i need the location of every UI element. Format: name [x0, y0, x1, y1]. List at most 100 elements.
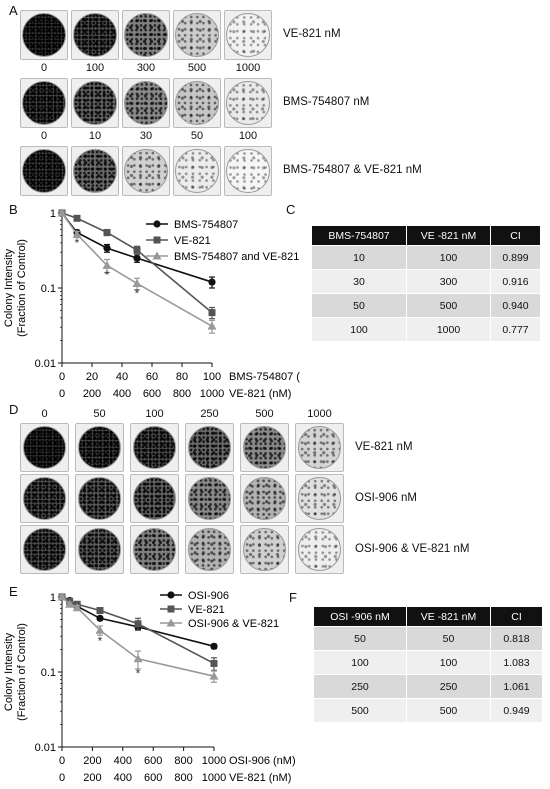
colony-dish: [23, 426, 66, 469]
ci-cell: 30: [311, 269, 407, 294]
row-label: BMS-754807 & VE-821 nM: [283, 164, 422, 176]
x2-tick-label: 0: [59, 388, 65, 400]
ci-cell: 0.940: [490, 293, 541, 318]
colony-dish: [175, 149, 219, 193]
colony-dish: [298, 477, 341, 520]
x2-tick-label: 800: [174, 772, 192, 784]
colony-well: [20, 10, 68, 60]
colony-dish: [124, 149, 168, 193]
data-point: [95, 625, 105, 634]
x2-tick-label: 200: [83, 388, 101, 400]
colony-well: [130, 525, 179, 574]
x-tick-label: 600: [144, 755, 162, 767]
ci-header: CI: [490, 225, 541, 246]
colony-well: [295, 474, 344, 523]
x2-tick-label: 400: [114, 772, 132, 784]
legend-marker: [167, 591, 175, 599]
data-point: [72, 603, 82, 612]
data-point: [210, 659, 218, 667]
data-point: [208, 309, 216, 317]
legend-label: BMS-754807 and VE-821: [174, 251, 299, 263]
colony-well: [20, 146, 68, 196]
panel-letter-c: C: [286, 202, 296, 217]
ci-cell: 0.818: [490, 626, 543, 651]
x2-tick-label: 600: [144, 772, 162, 784]
colony-dish: [22, 81, 66, 125]
x-tick-label: 0: [59, 371, 65, 383]
ci-header: BMS-754807: [311, 225, 407, 246]
colony-dish: [188, 477, 231, 520]
y-tick-label: 0.1: [41, 667, 56, 679]
dose-label: 100: [85, 62, 105, 74]
dose-label: 0: [41, 408, 48, 420]
colony-dish: [73, 81, 117, 125]
ci-cell: 0.777: [490, 317, 541, 342]
colony-dish: [298, 528, 341, 571]
table-row: 50 50 0.818: [313, 626, 543, 651]
colony-well: [20, 78, 68, 128]
chart-e: 10.10.0100200200400400600600800800100010…: [3, 590, 296, 784]
colony-well: [240, 474, 289, 523]
y-axis-label: Colony Intensity: [3, 248, 15, 327]
colony-dish: [133, 528, 176, 571]
x-tick-label: 20: [86, 371, 98, 383]
colony-dish: [22, 13, 66, 57]
dose-label: 0: [40, 62, 48, 74]
dose-label: 100: [238, 130, 258, 142]
data-point: [65, 599, 75, 608]
colony-dish: [124, 81, 168, 125]
x2-tick-label: 200: [83, 772, 101, 784]
data-point: [96, 614, 104, 622]
legend-marker: [166, 618, 176, 627]
legend-label: OSI-906 & VE-821: [188, 618, 279, 630]
dose-label: 0: [40, 130, 48, 142]
colony-dish: [124, 13, 168, 57]
colony-well: [173, 10, 221, 60]
ci-cell: 250: [406, 674, 491, 699]
data-point: [133, 254, 141, 262]
ci-table-c: BMS-754807 VE -821 nM CI 10 100 0.899 30 30…: [311, 225, 541, 342]
table-row: 500 500 0.949: [313, 698, 543, 723]
dose-label: 300: [136, 62, 156, 74]
table-row: 30 300 0.916: [311, 269, 541, 294]
x-tick-label: 1000: [202, 755, 226, 767]
ci-header: CI: [490, 606, 543, 627]
ci-cell: 1000: [406, 317, 491, 342]
y-axis-label: Colony Intensity: [3, 632, 15, 711]
colony-dish: [73, 149, 117, 193]
x-tick-label: 800: [174, 755, 192, 767]
data-point: [73, 214, 81, 222]
row-label: OSI-906 & VE-821 nM: [355, 542, 470, 555]
dose-label: 500: [187, 62, 207, 74]
legend-marker: [167, 605, 175, 613]
colony-well: [240, 423, 289, 472]
colony-well: [71, 78, 119, 128]
y-tick-label: 0.01: [35, 742, 56, 754]
colony-well: [173, 146, 221, 196]
colony-dish: [78, 426, 121, 469]
chart-b: 10.10.0100202004040060600808001001000BMS…: [3, 208, 300, 400]
colony-well: [224, 146, 272, 196]
table-row: 50 500 0.940: [311, 293, 541, 318]
table-row: 250 250 1.061: [313, 674, 543, 699]
x-tick-label: 100: [203, 371, 221, 383]
legend-marker: [153, 236, 161, 244]
panel-letter-a: A: [9, 3, 18, 18]
ci-cell: 0.899: [490, 245, 541, 270]
legend-marker: [153, 220, 161, 228]
panel-letter-b: B: [9, 202, 18, 217]
colony-dish: [78, 477, 121, 520]
dish-row: [20, 78, 275, 128]
row-label: OSI-906 nM: [355, 491, 417, 504]
ci-cell: 500: [313, 698, 407, 723]
x-tick-label: 60: [146, 371, 158, 383]
colony-well: [295, 423, 344, 472]
y-tick-label: 0.01: [35, 358, 56, 370]
dose-label: 10: [88, 130, 102, 142]
data-point: [134, 620, 142, 628]
y-axis-label-line2: (Fraction of Control): [16, 623, 28, 721]
ci-cell: 1.061: [490, 674, 543, 699]
colony-well: [20, 525, 69, 574]
data-point: [133, 246, 141, 254]
data-point: [103, 244, 111, 252]
